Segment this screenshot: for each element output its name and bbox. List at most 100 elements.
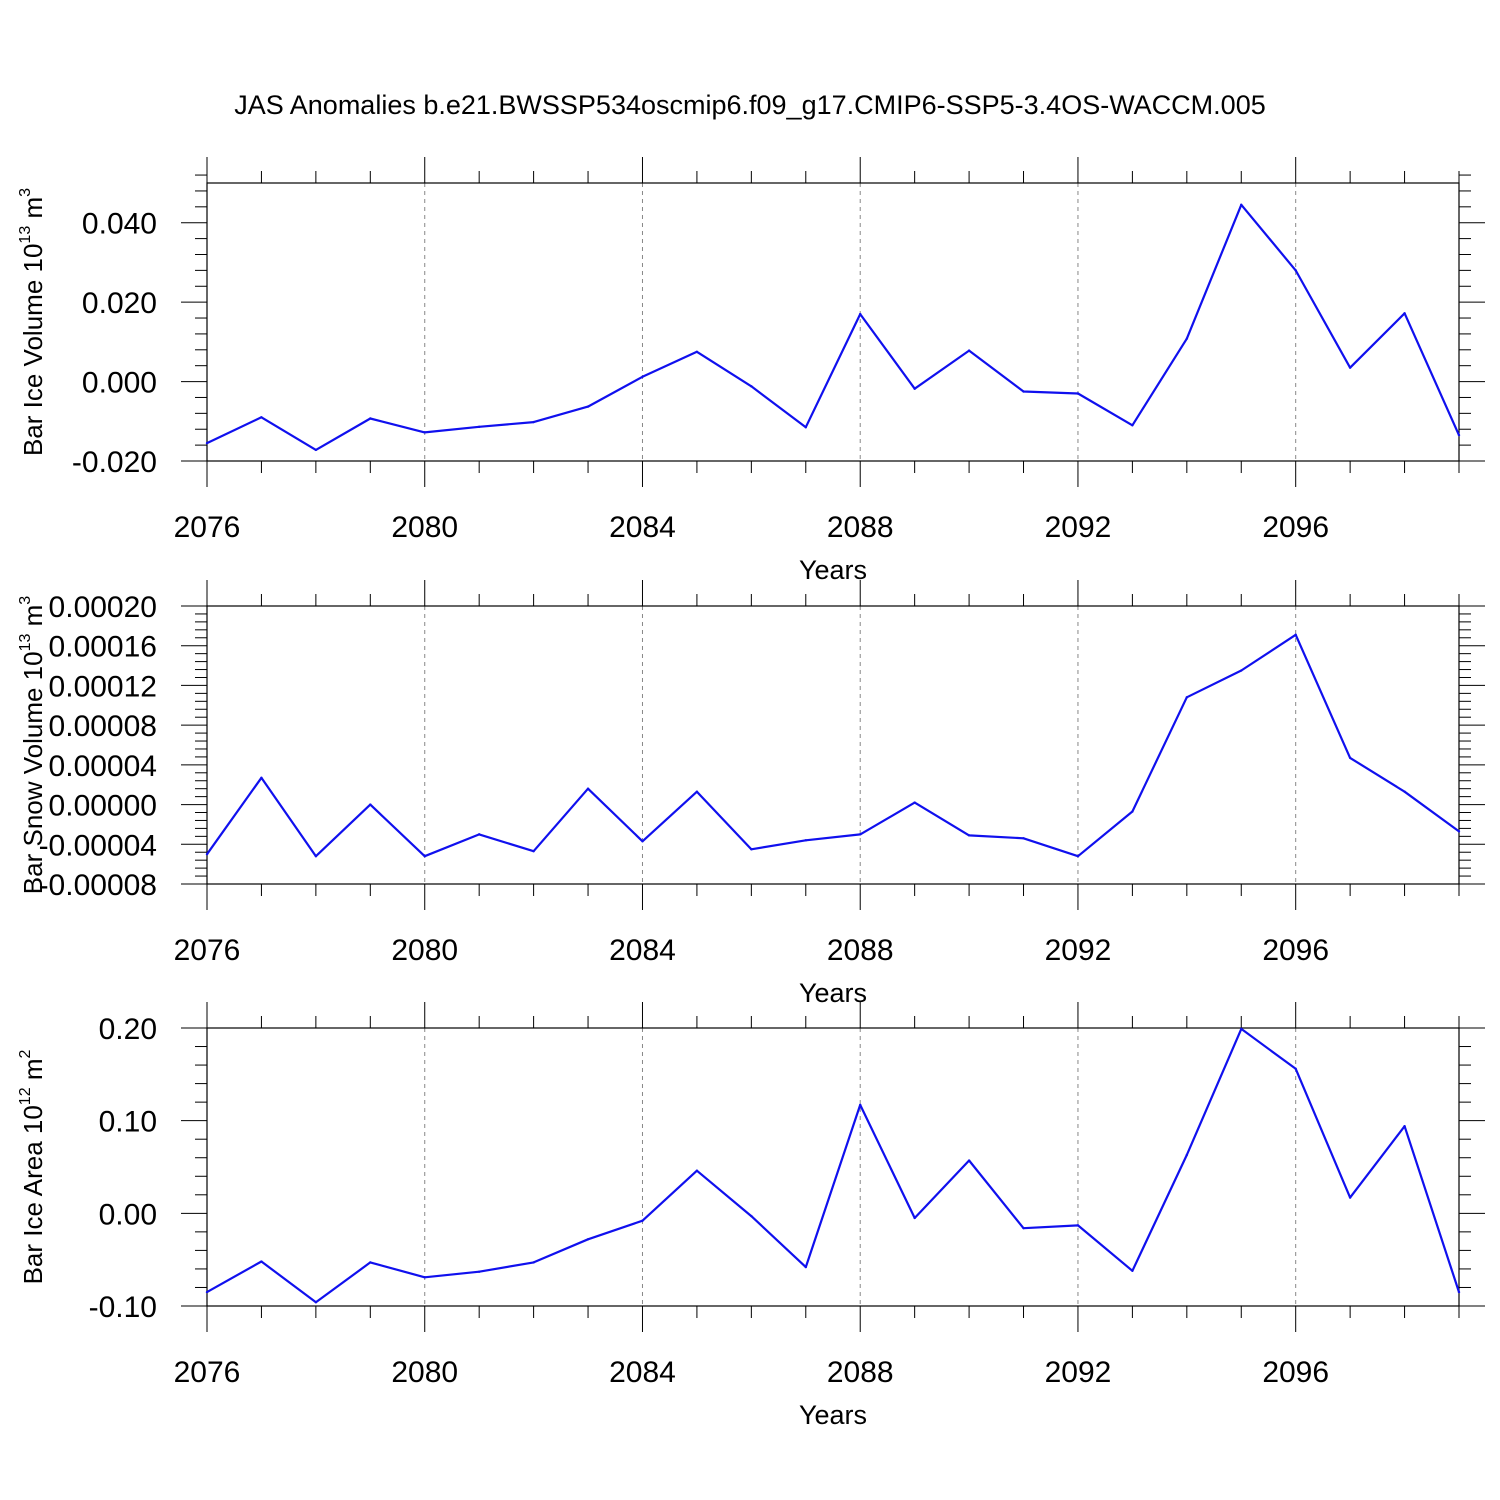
x-tick-label: 2092 (1045, 511, 1112, 544)
series-line (206, 633, 1460, 858)
panel-1: -0.020 0.000 0.020 0.040 2076 2080 2084 2088 209… (17, 157, 1485, 585)
data-point (1076, 855, 1080, 858)
y-axis-label-unit: m (18, 197, 48, 226)
data-point (1076, 1224, 1080, 1227)
data-point (369, 803, 372, 806)
data-point (1240, 1027, 1243, 1031)
data-point (1294, 1067, 1297, 1070)
y-tick-label: 0.000 (82, 367, 157, 400)
data-point (695, 790, 699, 793)
data-point (1185, 337, 1189, 340)
data-point (477, 1270, 481, 1273)
data-point (1348, 366, 1352, 369)
data-point (1185, 1153, 1189, 1157)
y-axis-label-exponent: 13 (17, 226, 34, 244)
chart-title: JAS Anomalies b.e21.BWSSP534oscmip6.f09_… (234, 90, 1266, 120)
data-point (1131, 810, 1134, 813)
data-point (314, 1301, 318, 1304)
data-point (477, 833, 481, 836)
x-tick-label: 2076 (174, 934, 241, 967)
data-point (641, 375, 644, 379)
y-tick-label: -0.00004 (39, 829, 157, 862)
x-tick-label: 2084 (609, 1356, 676, 1389)
data-point (859, 312, 862, 316)
y-axis-label-unit-exponent: 3 (17, 596, 34, 605)
x-tick-label: 2076 (174, 511, 241, 544)
data-point (205, 853, 209, 856)
data-point (586, 405, 590, 408)
y-axis-label-unit: m (18, 1058, 48, 1087)
y-tick-label: -0.10 (89, 1291, 157, 1324)
data-point (586, 1238, 590, 1241)
series-line (206, 203, 1461, 451)
y-axis-label-unit: m (18, 605, 48, 634)
x-tick-label: 2076 (174, 1356, 241, 1389)
data-point (804, 1265, 807, 1269)
data-point (913, 387, 916, 390)
x-tick-label: 2080 (391, 1356, 458, 1389)
y-tick-label: 0.020 (82, 287, 157, 320)
data-point (750, 1214, 753, 1218)
data-point (423, 855, 426, 858)
x-tick-label: 2096 (1262, 511, 1329, 544)
data-point (1403, 790, 1406, 793)
data-point (1185, 696, 1189, 699)
panel-3: -0.10 0.00 0.10 0.20 2076 2080 2084 2088 2092 209… (17, 1002, 1485, 1430)
x-tick-label: 2084 (609, 934, 676, 967)
data-point (1348, 1196, 1352, 1199)
data-point (859, 833, 862, 836)
plot-frame (206, 605, 1460, 885)
data-point (641, 840, 644, 843)
y-axis-label-unit-exponent: 2 (17, 1049, 34, 1058)
data-point (913, 801, 916, 804)
data-point (1076, 392, 1080, 395)
data-point (260, 1260, 263, 1263)
y-tick-label: 0.00004 (49, 750, 157, 783)
data-point (369, 1261, 372, 1264)
data-point (1294, 633, 1297, 636)
y-axis-label-text: Bar Ice Area 10 (18, 1105, 48, 1284)
data-point (205, 441, 209, 445)
x-tick-label: 2088 (827, 511, 894, 544)
data-point (314, 448, 318, 452)
data-point (1294, 269, 1297, 272)
data-point (695, 1169, 699, 1172)
x-tick-label: 2096 (1262, 934, 1329, 967)
data-point (260, 416, 263, 419)
data-point (804, 839, 807, 842)
x-axis-label: Years (799, 555, 867, 585)
data-point (1240, 669, 1243, 672)
data-point (1022, 390, 1025, 393)
data-point (1240, 203, 1243, 207)
y-axis-label: Bar Ice Volume 1013 m3 (17, 188, 48, 456)
series-line (206, 1027, 1461, 1304)
y-tick-label: 0.00 (99, 1198, 157, 1231)
data-point (695, 350, 699, 353)
data-point (750, 385, 753, 388)
x-tick-label: 2088 (827, 1356, 894, 1389)
y-axis-label-unit-exponent: 3 (17, 188, 34, 197)
data-point (1457, 830, 1461, 833)
y-axis-label: Bar Snow Volume 1013 m3 (17, 596, 48, 895)
y-tick-label: 0.00020 (49, 591, 157, 624)
data-point (477, 425, 481, 429)
y-tick-label: 0.00016 (49, 631, 157, 664)
data-point (967, 1159, 971, 1162)
data-point (967, 834, 971, 837)
data-point (532, 850, 535, 853)
y-tick-label: -0.020 (72, 446, 157, 479)
y-axis-label-exponent: 12 (17, 1087, 34, 1105)
data-point (1348, 756, 1352, 760)
data-point (750, 848, 753, 851)
y-tick-label: 0.00000 (49, 790, 157, 823)
data-point (1457, 433, 1461, 437)
data-point (260, 776, 263, 779)
y-axis-label: Bar Ice Area 1012 m2 (17, 1049, 48, 1284)
data-point (586, 787, 590, 790)
data-point (423, 431, 426, 434)
panel-2: -0.00008 -0.00004 0.00000 0.00004 0.00008 0.0… (17, 580, 1485, 1008)
data-point (1131, 424, 1134, 427)
y-tick-label: -0.00008 (39, 869, 157, 902)
y-tick-label: 0.00008 (49, 710, 157, 743)
